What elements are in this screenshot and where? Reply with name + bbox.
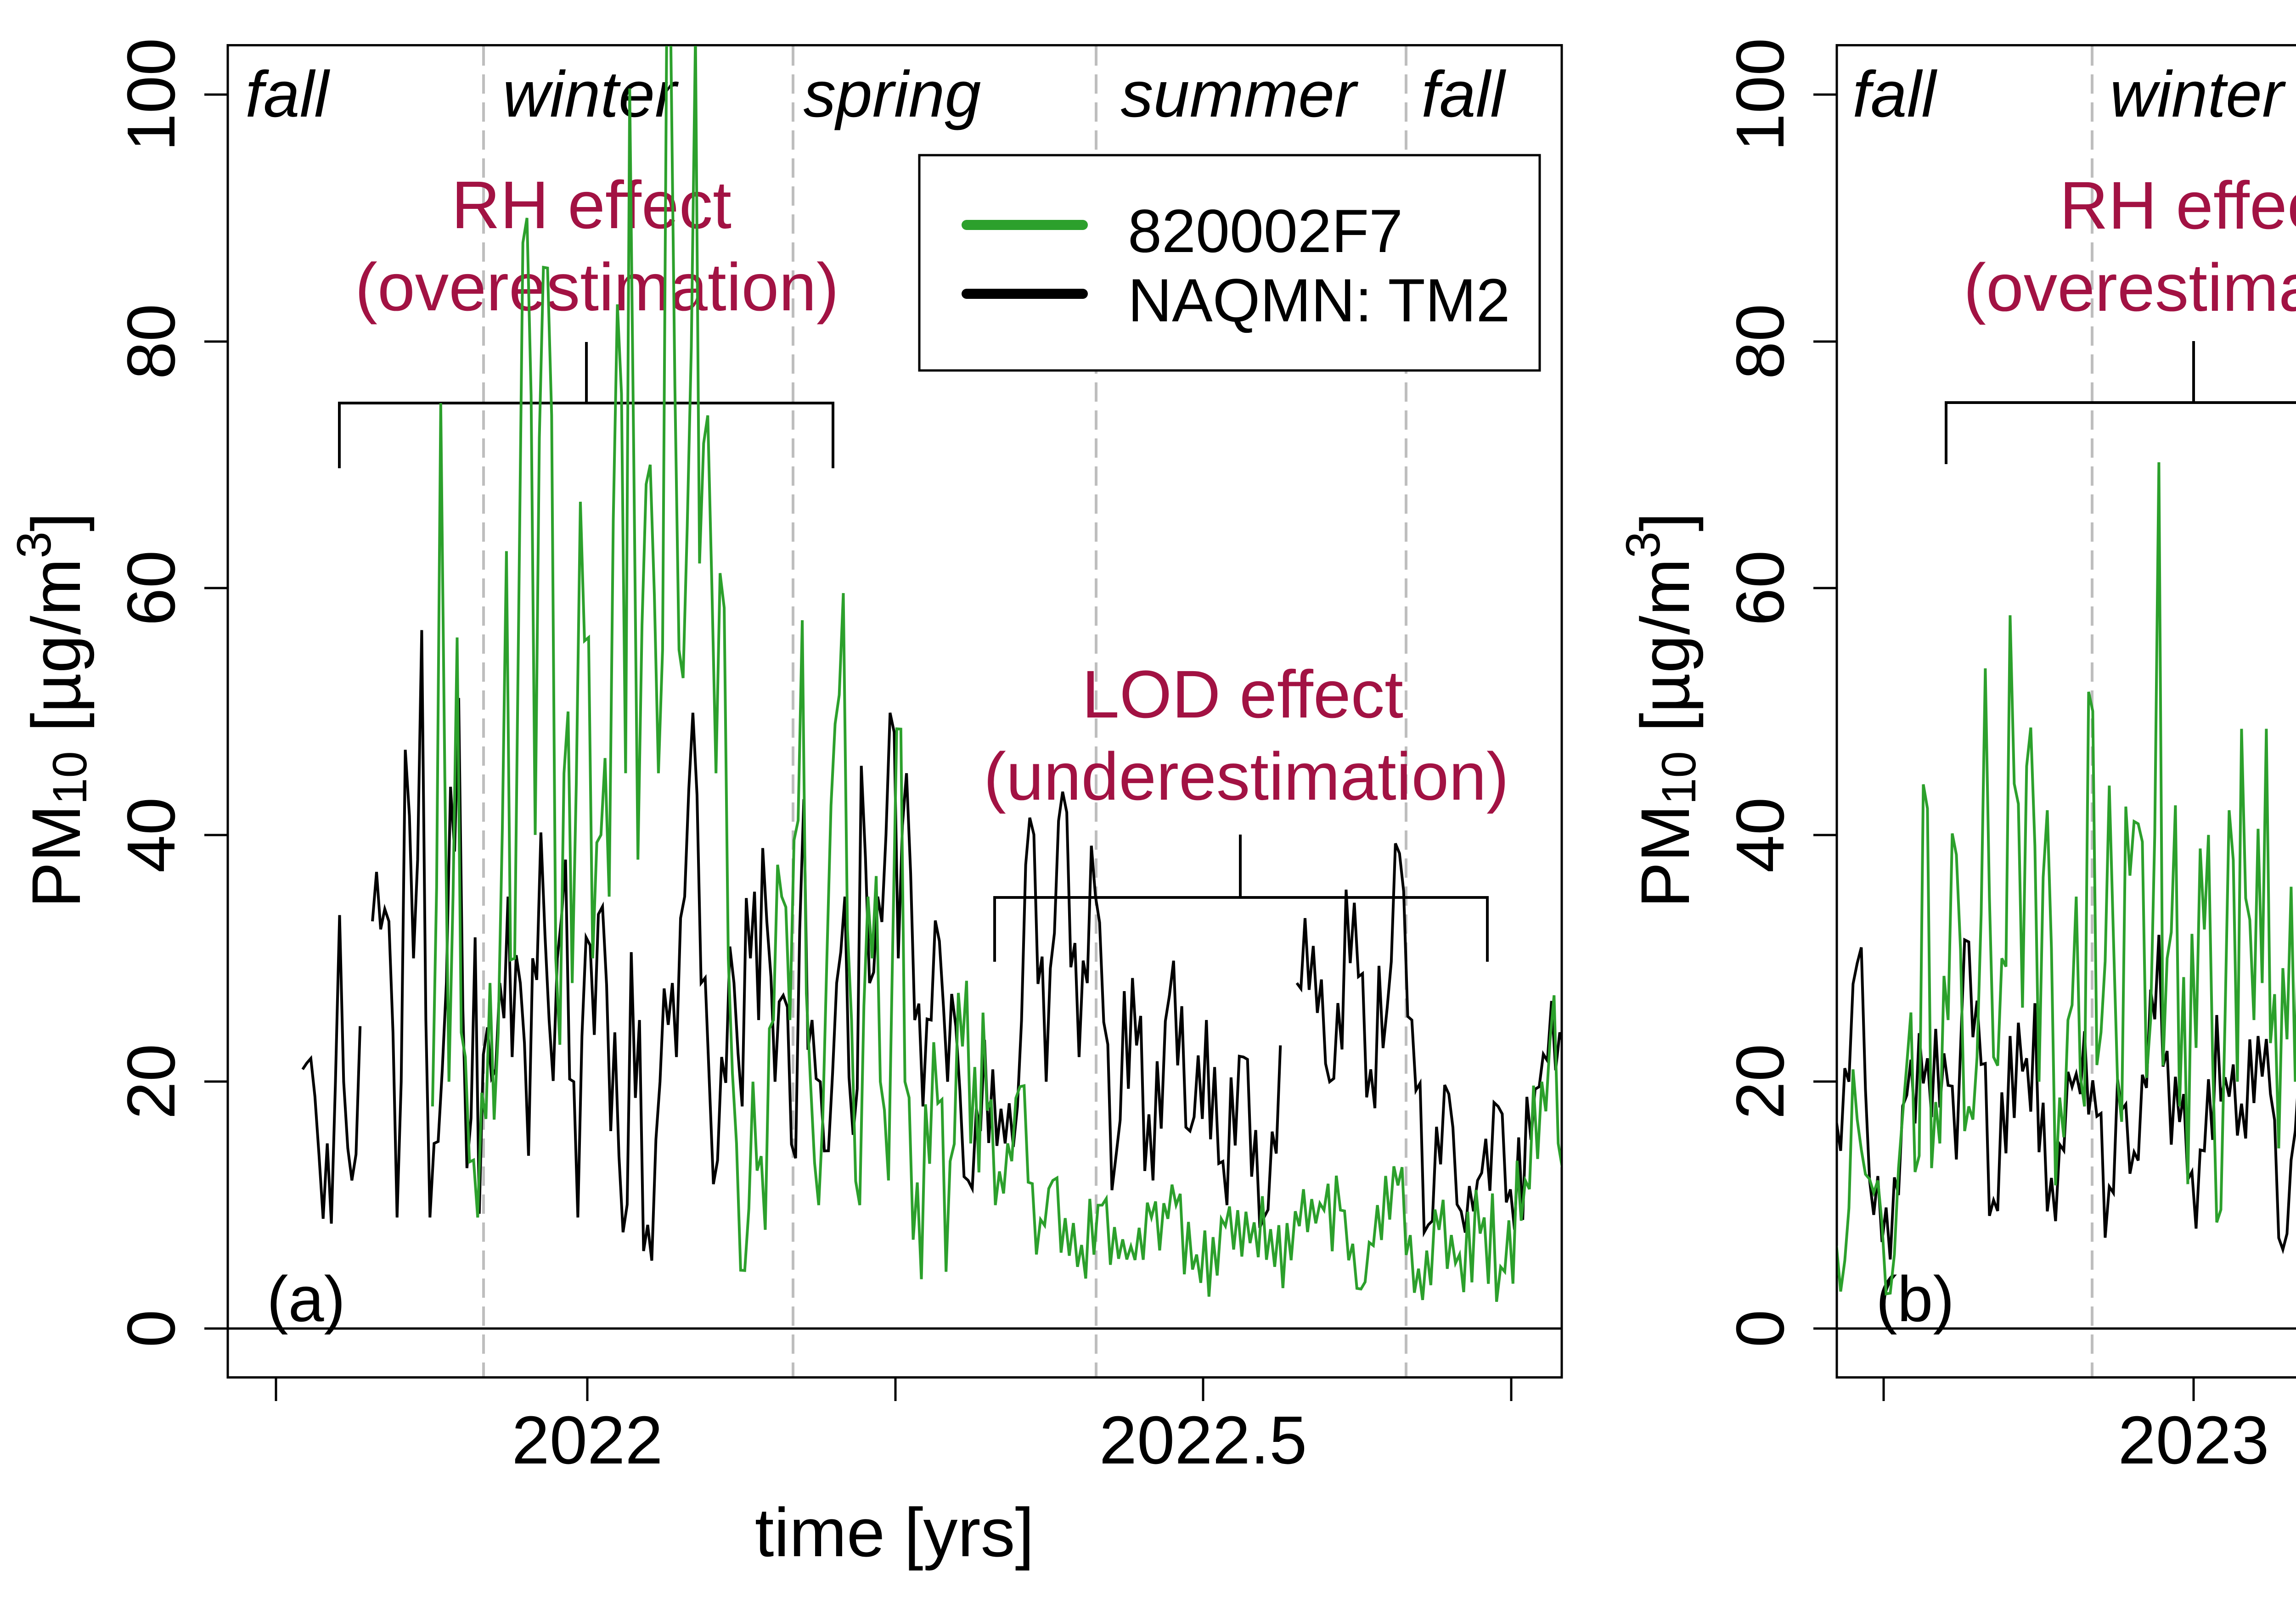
svg-text:60: 60 [1722, 550, 1798, 626]
svg-text:time [yrs]: time [yrs] [755, 1494, 1034, 1571]
svg-text:fall: fall [1852, 58, 1937, 131]
svg-text:PM10 [µg/m3]: PM10 [µg/m3] [1616, 512, 1706, 908]
svg-text:100: 100 [1722, 38, 1798, 151]
svg-text:fall: fall [1421, 58, 1506, 131]
svg-text:2023: 2023 [2118, 1402, 2269, 1478]
svg-text:2022: 2022 [512, 1402, 663, 1478]
svg-text:summer: summer [1121, 58, 1359, 131]
svg-text:2022.5: 2022.5 [1099, 1402, 1307, 1478]
svg-text:RH effect: RH effect [2060, 168, 2296, 243]
svg-text:winter: winter [2110, 58, 2286, 131]
svg-text:20: 20 [113, 1044, 189, 1120]
svg-text:RH effect: RH effect [451, 168, 732, 243]
svg-text:(a): (a) [267, 1263, 345, 1335]
svg-text:80: 80 [113, 304, 189, 380]
svg-text:(underestimation): (underestimation) [984, 739, 1509, 814]
svg-text:40: 40 [1722, 797, 1798, 873]
svg-text:winter: winter [503, 58, 679, 131]
svg-text:NAQMN: TM2: NAQMN: TM2 [1128, 267, 1510, 335]
svg-text:PM10 [µg/m3]: PM10 [µg/m3] [7, 512, 97, 908]
svg-text:20: 20 [1722, 1044, 1798, 1120]
svg-text:(overestimation): (overestimation) [1964, 250, 2296, 325]
svg-text:LOD effect: LOD effect [1082, 657, 1403, 732]
svg-text:spring: spring [804, 58, 981, 131]
svg-text:(b): (b) [1876, 1263, 1954, 1335]
svg-text:80: 80 [1722, 304, 1798, 380]
svg-text:0: 0 [113, 1310, 189, 1347]
svg-text:0: 0 [1722, 1310, 1798, 1347]
svg-text:820002F7: 820002F7 [1128, 197, 1403, 265]
svg-text:(overestimation): (overestimation) [355, 250, 839, 325]
svg-text:40: 40 [113, 797, 189, 873]
svg-text:fall: fall [245, 58, 330, 131]
svg-text:100: 100 [113, 38, 189, 151]
svg-text:60: 60 [113, 550, 189, 626]
